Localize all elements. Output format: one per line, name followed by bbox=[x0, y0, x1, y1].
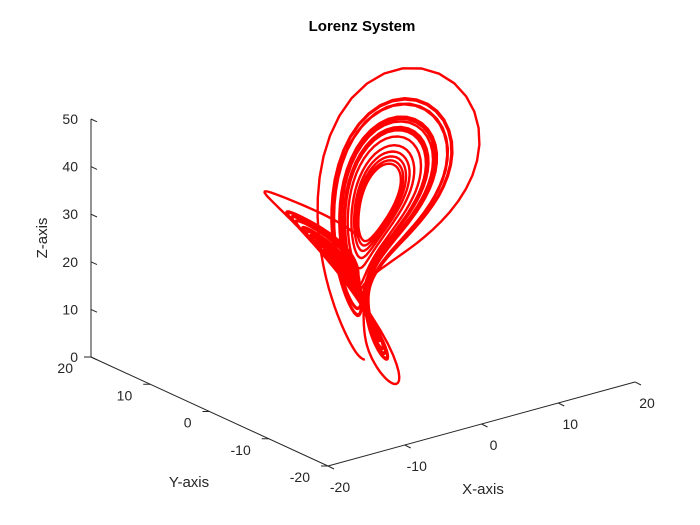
chart-title: Lorenz System bbox=[309, 18, 416, 35]
lorenz-trajectory-line bbox=[263, 67, 481, 386]
x-tick-label: 20 bbox=[639, 395, 655, 411]
z-tick-mark bbox=[90, 118, 98, 123]
y-tick-label: -10 bbox=[231, 442, 251, 458]
z-tick-mark bbox=[90, 166, 98, 170]
x-tick-mark bbox=[327, 465, 335, 470]
x-tick-label: 10 bbox=[562, 416, 578, 432]
y-tick-label: 0 bbox=[184, 415, 192, 431]
y-axis-label: Y-axis bbox=[169, 474, 209, 491]
z-tick-label: 40 bbox=[62, 159, 78, 175]
y-tick-label: 20 bbox=[57, 360, 73, 376]
z-tick-mark bbox=[90, 213, 98, 218]
z-axis-ticks: 0 10 20 30 40 50 bbox=[62, 111, 98, 365]
z-tick-label: 0 bbox=[70, 349, 78, 365]
series-layer bbox=[263, 67, 481, 386]
x-tick-label: -10 bbox=[407, 458, 427, 474]
x-tick-label: -20 bbox=[330, 479, 350, 495]
x-tick-mark bbox=[634, 381, 642, 386]
y-tick-label: 10 bbox=[117, 387, 133, 403]
z-tick-label: 20 bbox=[62, 254, 78, 270]
z-tick-label: 10 bbox=[62, 301, 78, 317]
x-axis-label: X-axis bbox=[462, 481, 504, 498]
z-tick-mark bbox=[90, 261, 98, 266]
z-tick-mark bbox=[90, 308, 98, 313]
x-tick-mark bbox=[404, 444, 411, 449]
x-tick-mark bbox=[481, 423, 488, 428]
x-tick-label: 0 bbox=[490, 437, 498, 453]
x-tick-mark bbox=[558, 402, 565, 407]
x-axis-ticks: -20 -10 0 10 20 bbox=[327, 381, 655, 495]
y-tick-label: -20 bbox=[290, 469, 310, 485]
z-axis-label: Z-axis bbox=[34, 218, 51, 259]
z-tick-label: 30 bbox=[62, 206, 78, 222]
y-axis-ticks: 20 10 0 -10 -20 bbox=[57, 356, 328, 485]
z-tick-mark bbox=[90, 356, 98, 361]
z-tick-label: 50 bbox=[62, 111, 78, 127]
